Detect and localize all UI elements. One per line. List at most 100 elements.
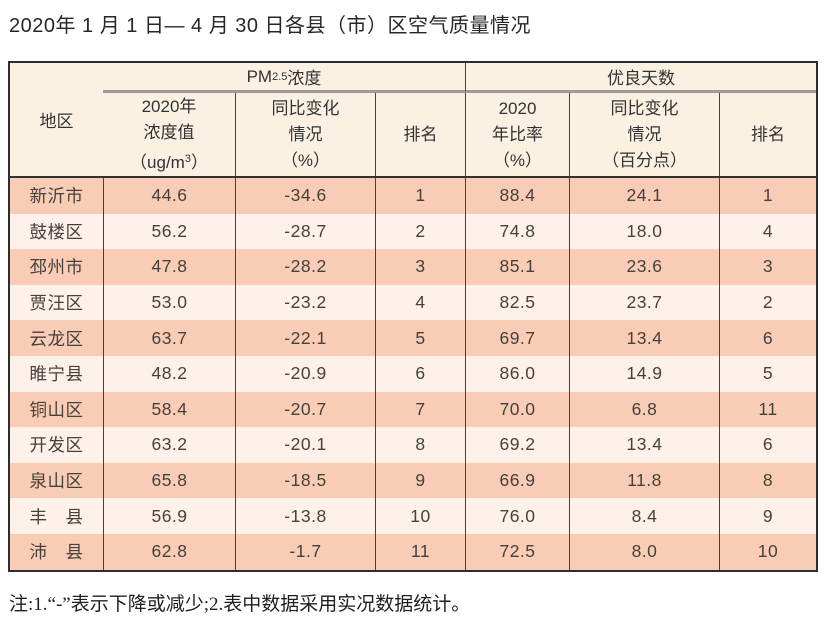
table-row: 贾汪区 53.0 -23.2 4 82.5 23.7 2 xyxy=(10,284,816,321)
header-group-good-days: 优良天数 xyxy=(465,63,816,93)
value-cell: -28.2 xyxy=(235,249,375,285)
value-cell: -28.7 xyxy=(235,213,375,250)
table-body: 新沂市 44.6 -34.6 1 88.4 24.1 1 鼓楼区 56.2 -28.7 2 74.8 1… xyxy=(10,178,816,570)
value-cell: 63.2 xyxy=(103,427,235,463)
header-line: 2020 xyxy=(498,98,537,118)
unit-prefix: （ug/m xyxy=(130,152,185,172)
table-row: 泉山区 65.8 -18.5 9 66.9 11.8 8 xyxy=(10,462,816,499)
value-cell: -13.8 xyxy=(235,498,375,534)
header-line: （%） xyxy=(492,150,543,170)
value-cell: 6 xyxy=(719,320,816,356)
table-row: 沛 县 62.8 -1.7 11 72.5 8.0 10 xyxy=(10,533,816,570)
value-cell: 63.7 xyxy=(103,320,235,356)
value-cell: 8.4 xyxy=(569,498,719,534)
value-cell: 9 xyxy=(719,498,816,534)
value-cell: 85.1 xyxy=(465,249,569,285)
value-cell: 1 xyxy=(719,178,816,214)
header-group-pm25: PM 2.5 浓度 xyxy=(103,63,465,93)
value-cell: 56.9 xyxy=(103,498,235,534)
value-cell: 2 xyxy=(375,213,465,250)
header-good-ratio: 2020 年比率 （%） xyxy=(465,93,569,176)
table-row: 开发区 63.2 -20.1 8 69.2 13.4 6 xyxy=(10,427,816,463)
value-cell: 23.7 xyxy=(569,284,719,321)
header-line-unit: （ug/m3） xyxy=(130,146,208,176)
table-row: 云龙区 63.7 -22.1 5 69.7 13.4 6 xyxy=(10,320,816,356)
value-cell: 18.0 xyxy=(569,213,719,250)
value-cell: 10 xyxy=(375,498,465,534)
pm-label-prefix: PM xyxy=(246,66,273,86)
value-cell: 53.0 xyxy=(103,284,235,321)
value-cell: 24.1 xyxy=(569,178,719,214)
region-cell: 泉山区 xyxy=(29,471,84,492)
value-cell: 7 xyxy=(375,391,465,428)
value-cell: -34.6 xyxy=(235,178,375,214)
region-cell: 沛 县 xyxy=(29,542,84,563)
value-cell: 82.5 xyxy=(465,284,569,321)
value-cell: 48.2 xyxy=(103,355,235,392)
value-cell: 66.9 xyxy=(465,462,569,499)
header-line: 2020年 xyxy=(141,96,197,116)
value-cell: 13.4 xyxy=(569,427,719,463)
value-cell: 62.8 xyxy=(103,533,235,570)
value-cell: 47.8 xyxy=(103,249,235,285)
value-cell: -20.7 xyxy=(235,391,375,428)
header-good-rank: 排名 xyxy=(719,93,816,176)
value-cell: 5 xyxy=(719,355,816,392)
table-row: 邳州市 47.8 -28.2 3 85.1 23.6 3 xyxy=(10,249,816,285)
value-cell: 74.8 xyxy=(465,213,569,250)
value-cell: 8 xyxy=(719,462,816,499)
region-cell: 贾汪区 xyxy=(29,293,84,314)
region-cell: 开发区 xyxy=(29,435,84,456)
header-pm-value: 2020年 浓度值 （ug/m3） xyxy=(103,93,235,176)
value-cell: -20.1 xyxy=(235,427,375,463)
region-cell: 睢宁县 xyxy=(29,364,84,385)
value-cell: 8.0 xyxy=(569,533,719,570)
value-cell: 3 xyxy=(719,249,816,285)
value-cell: 76.0 xyxy=(465,498,569,534)
value-cell: 11 xyxy=(375,533,465,570)
value-cell: 10 xyxy=(719,533,816,570)
value-cell: 11 xyxy=(719,391,816,428)
region-cell: 邳州市 xyxy=(29,257,84,278)
header-line: 同比变化 xyxy=(271,98,340,118)
footnote: 注:1.“-”表示下降或减少;2.表中数据采用实况数据统计。 xyxy=(9,593,471,615)
value-cell: 58.4 xyxy=(103,391,235,428)
value-cell: 23.6 xyxy=(569,249,719,285)
header-line: 浓度值 xyxy=(143,122,195,142)
value-cell: 13.4 xyxy=(569,320,719,356)
region-cell: 云龙区 xyxy=(29,328,84,349)
value-cell: 69.7 xyxy=(465,320,569,356)
header-line: 年比率 xyxy=(492,124,543,144)
value-cell: -22.1 xyxy=(235,320,375,356)
header-line: （百分点） xyxy=(602,150,687,170)
value-cell: 88.4 xyxy=(465,178,569,214)
value-cell: 4 xyxy=(375,284,465,321)
header-pm-rank: 排名 xyxy=(375,93,465,176)
region-cell: 新沂市 xyxy=(29,186,84,207)
value-cell: 5 xyxy=(375,320,465,356)
value-cell: -18.5 xyxy=(235,462,375,499)
value-cell: 44.6 xyxy=(103,178,235,214)
region-cell: 丰 县 xyxy=(29,506,84,527)
value-cell: -20.9 xyxy=(235,355,375,392)
air-quality-table: 地区 PM 2.5 浓度 优良天数 2020年 浓度值 （ug/m3） 同比变化 … xyxy=(8,61,818,572)
region-cell: 铜山区 xyxy=(29,399,84,420)
header-line: 情况 xyxy=(288,124,323,144)
unit-superscript: 3 xyxy=(184,152,191,165)
region-cell: 鼓楼区 xyxy=(29,221,84,242)
value-cell: 1 xyxy=(375,178,465,214)
header-line: 情况 xyxy=(627,124,662,144)
pm-label-subscript: 2.5 xyxy=(272,70,288,83)
value-cell: 69.2 xyxy=(465,427,569,463)
header-good-change: 同比变化 情况 （百分点） xyxy=(569,93,719,176)
value-cell: 56.2 xyxy=(103,213,235,250)
table-row: 新沂市 44.6 -34.6 1 88.4 24.1 1 xyxy=(10,178,816,214)
value-cell: 14.9 xyxy=(569,355,719,392)
table-row: 睢宁县 48.2 -20.9 6 86.0 14.9 5 xyxy=(10,355,816,392)
table-row: 丰 县 56.9 -13.8 10 76.0 8.4 9 xyxy=(10,498,816,534)
value-cell: 4 xyxy=(719,213,816,250)
value-cell: 6.8 xyxy=(569,391,719,428)
header-pm-change: 同比变化 情况 （%） xyxy=(235,93,375,176)
value-cell: 65.8 xyxy=(103,462,235,499)
header-line: （%） xyxy=(280,150,331,170)
